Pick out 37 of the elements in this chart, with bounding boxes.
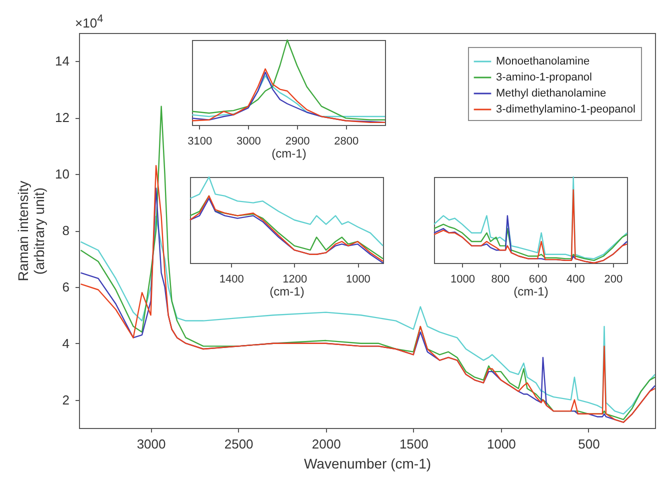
x-tick-label: 2500: [224, 436, 254, 452]
x-axis-title: (cm-1): [514, 284, 548, 298]
line-series: [80, 106, 655, 420]
x-tick-label: 500: [578, 436, 600, 452]
x-tick-label: 1200: [282, 274, 308, 286]
y-tick-label: 2: [62, 392, 70, 408]
x-tick-label: 2900: [285, 136, 310, 148]
x-tick-label: 600: [528, 274, 548, 286]
y-tick-label: 8: [62, 223, 70, 238]
y-tick-label: 4: [62, 336, 70, 351]
legend-label: Monoethanolamine: [496, 56, 590, 68]
x-tick-label: 3000: [136, 436, 166, 452]
legend-label: 3-dimethylamino-1-peopanol: [496, 104, 636, 116]
x-tick-label: 1000: [346, 274, 370, 286]
text: ×10$^{4}$: [75, 13, 104, 30]
x-axis-title: (cm-1): [270, 284, 304, 298]
x-tick-label: 1400: [219, 274, 244, 286]
y-axis-title: Raman intensity (arbitrary unit): [15, 180, 48, 282]
line-series: [80, 216, 655, 414]
x-tick-label: 3100: [188, 136, 212, 148]
x-axis-title: Wavenumber (cm-1): [304, 456, 432, 472]
x-tick-label: 3000: [236, 136, 261, 148]
legend-label: Methyl diethanolamine: [496, 88, 606, 100]
x-tick-label: 200: [604, 274, 623, 286]
legend-label: 3-amino-1-propanol: [496, 72, 592, 84]
x-tick-label: 2800: [334, 136, 359, 148]
y-tick-label: 12: [55, 110, 70, 126]
x-tick-label: 2000: [312, 436, 341, 452]
x-tick-label: 1500: [399, 436, 428, 452]
x-tick-label: 1000: [450, 274, 475, 286]
y-tick-label: 6: [62, 279, 70, 294]
x-tick-label: 1000: [486, 436, 516, 452]
y-tick-label: 10: [55, 166, 70, 182]
x-axis-title: (cm-1): [272, 146, 306, 160]
y-tick-label: 14: [55, 54, 70, 69]
x-tick-label: 400: [566, 274, 585, 286]
x-tick-label: 800: [491, 274, 510, 286]
